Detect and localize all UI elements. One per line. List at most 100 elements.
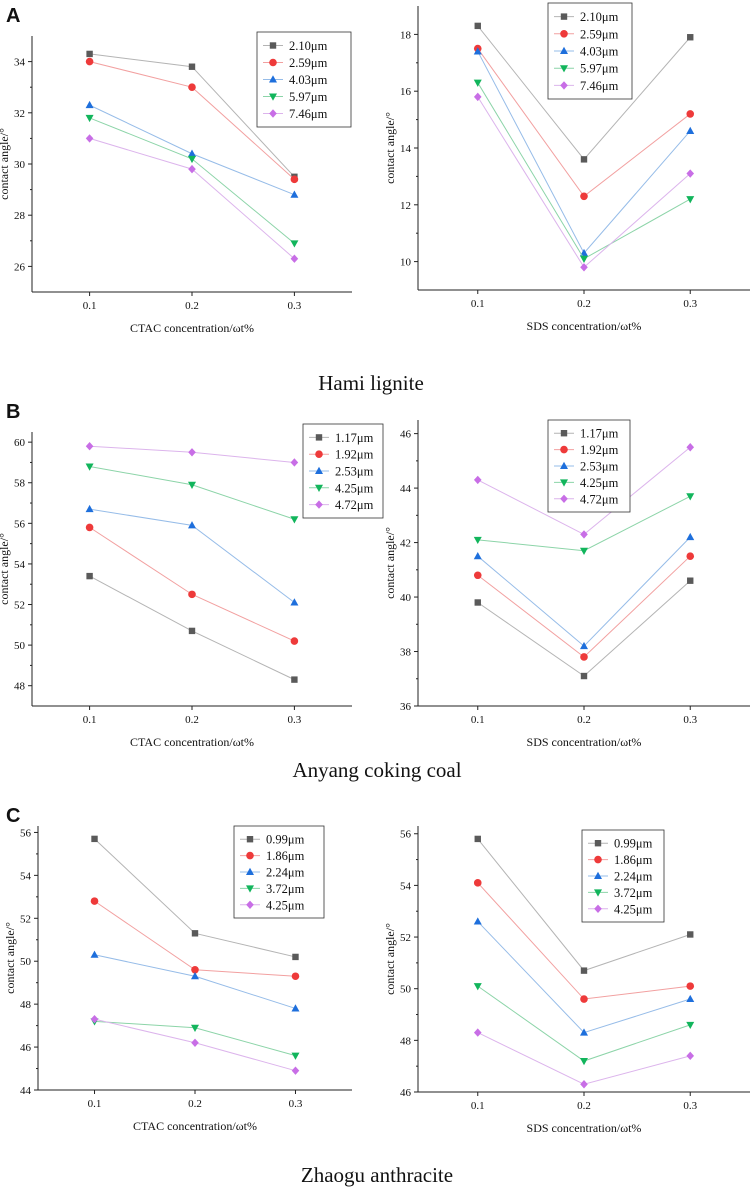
data-point (580, 547, 588, 555)
data-point (580, 255, 588, 263)
x-tick-label: 0.2 (577, 714, 591, 726)
data-point (188, 448, 196, 457)
data-point (686, 1021, 695, 1030)
data-point (473, 551, 482, 560)
x-tick-label: 0.1 (83, 714, 97, 726)
data-point (580, 967, 588, 974)
y-tick-label: 10 (400, 257, 412, 269)
legend-marker (560, 461, 568, 469)
data-point (291, 972, 300, 981)
x-tick-label: 0.2 (577, 1100, 591, 1112)
y-tick-label: 58 (14, 478, 26, 490)
caption-hami-lignite: Hami lignite (318, 371, 424, 395)
series-line (477, 921, 691, 1034)
data-point (85, 57, 94, 66)
data-point (580, 156, 588, 163)
data-point (686, 532, 695, 541)
legend-marker (246, 885, 254, 893)
y-tick-label: 48 (14, 681, 26, 693)
y-tick-label: 48 (400, 1035, 412, 1047)
y-tick-label: 38 (400, 647, 412, 659)
y-axis-title: contact angle/° (3, 922, 17, 994)
series-line (89, 117, 295, 244)
series-line (89, 466, 295, 520)
series-line (94, 954, 296, 1009)
data-point (473, 536, 482, 545)
chart-2: 10 12 14 16 18 0.1 0.2 0.3 SDS concentration/ωt%… (383, 2, 750, 333)
y-tick-label: 18 (400, 29, 412, 41)
data-point (580, 672, 588, 680)
legend-marker (594, 904, 602, 913)
data-point (292, 953, 299, 961)
y-tick-label: 32 (14, 108, 25, 120)
legend-marker (246, 867, 254, 875)
legend-label: 2.10μm (289, 39, 328, 53)
legend-label: 1.86μm (266, 849, 305, 863)
x-tick-label: 0.3 (683, 1100, 697, 1112)
data-point (473, 475, 482, 485)
data-point (85, 114, 94, 123)
data-point (291, 676, 298, 683)
data-point (686, 110, 695, 118)
legend-marker (246, 900, 254, 909)
y-tick-label: 50 (14, 640, 26, 652)
data-point (188, 83, 196, 91)
legend-marker (269, 58, 277, 67)
y-tick-label: 54 (20, 870, 32, 882)
x-axis-title: SDS concentration/ωt% (527, 1121, 642, 1135)
legend-marker (560, 445, 568, 454)
data-point (291, 1066, 300, 1075)
legend-label: 1.92μm (580, 443, 619, 457)
caption-zhaogu-anthracite: Zhaogu anthracite (301, 1163, 453, 1187)
x-tick-label: 0.2 (185, 714, 199, 726)
data-point (85, 523, 94, 532)
legend-label: 1.92μm (335, 448, 374, 462)
legend: 1.17μm 1.92μm 2.53μm 4.25μm 4.72μm (302, 423, 384, 519)
data-point (687, 577, 694, 584)
data-point (290, 458, 299, 467)
legend-label: 5.97μm (580, 62, 619, 76)
y-tick-label: 60 (14, 437, 26, 449)
legend-marker (269, 109, 277, 118)
x-axis-title: SDS concentration/ωt% (527, 735, 642, 749)
data-point (85, 504, 94, 513)
legend-label: 4.25μm (580, 476, 619, 490)
data-point (473, 79, 482, 87)
legend-marker (560, 494, 568, 503)
x-tick-label: 0.1 (83, 300, 97, 312)
legend-label: 4.25μm (335, 481, 374, 495)
chart-6: 46 48 50 52 54 56 0.1 0.2 0.3 SDS concentration/ω… (383, 826, 750, 1135)
legend-marker (560, 65, 568, 73)
y-tick-label: 46 (400, 1087, 412, 1099)
data-point (686, 443, 695, 452)
y-axis-title: contact angle/° (383, 527, 397, 599)
data-point (290, 637, 299, 645)
data-point (473, 47, 482, 55)
legend-marker (269, 75, 277, 83)
legend-label: 0.99μm (614, 837, 653, 851)
legend-marker (560, 30, 568, 38)
data-point (580, 530, 588, 539)
data-point (90, 950, 99, 958)
series-line (477, 82, 691, 260)
legend-marker (594, 855, 602, 864)
legend-label: 7.46μm (580, 79, 619, 93)
legend-marker (560, 13, 568, 20)
legend-marker (315, 434, 323, 441)
y-tick-label: 12 (400, 200, 411, 212)
caption-anyang-coking-coal: Anyang coking coal (292, 758, 461, 782)
x-axis-title: CTAC concentration/ωt% (133, 1119, 257, 1133)
data-point (580, 995, 588, 1003)
legend-marker (594, 871, 602, 879)
data-point (473, 92, 482, 102)
y-tick-label: 44 (400, 483, 412, 495)
y-tick-label: 44 (20, 1085, 32, 1097)
y-tick-label: 50 (20, 956, 32, 968)
legend-label: 1.86μm (614, 853, 653, 867)
y-tick-label: 30 (14, 159, 26, 171)
legend-marker (246, 851, 254, 860)
legend-label: 0.99μm (266, 833, 305, 847)
y-tick-label: 14 (400, 143, 412, 155)
data-point (686, 196, 695, 204)
